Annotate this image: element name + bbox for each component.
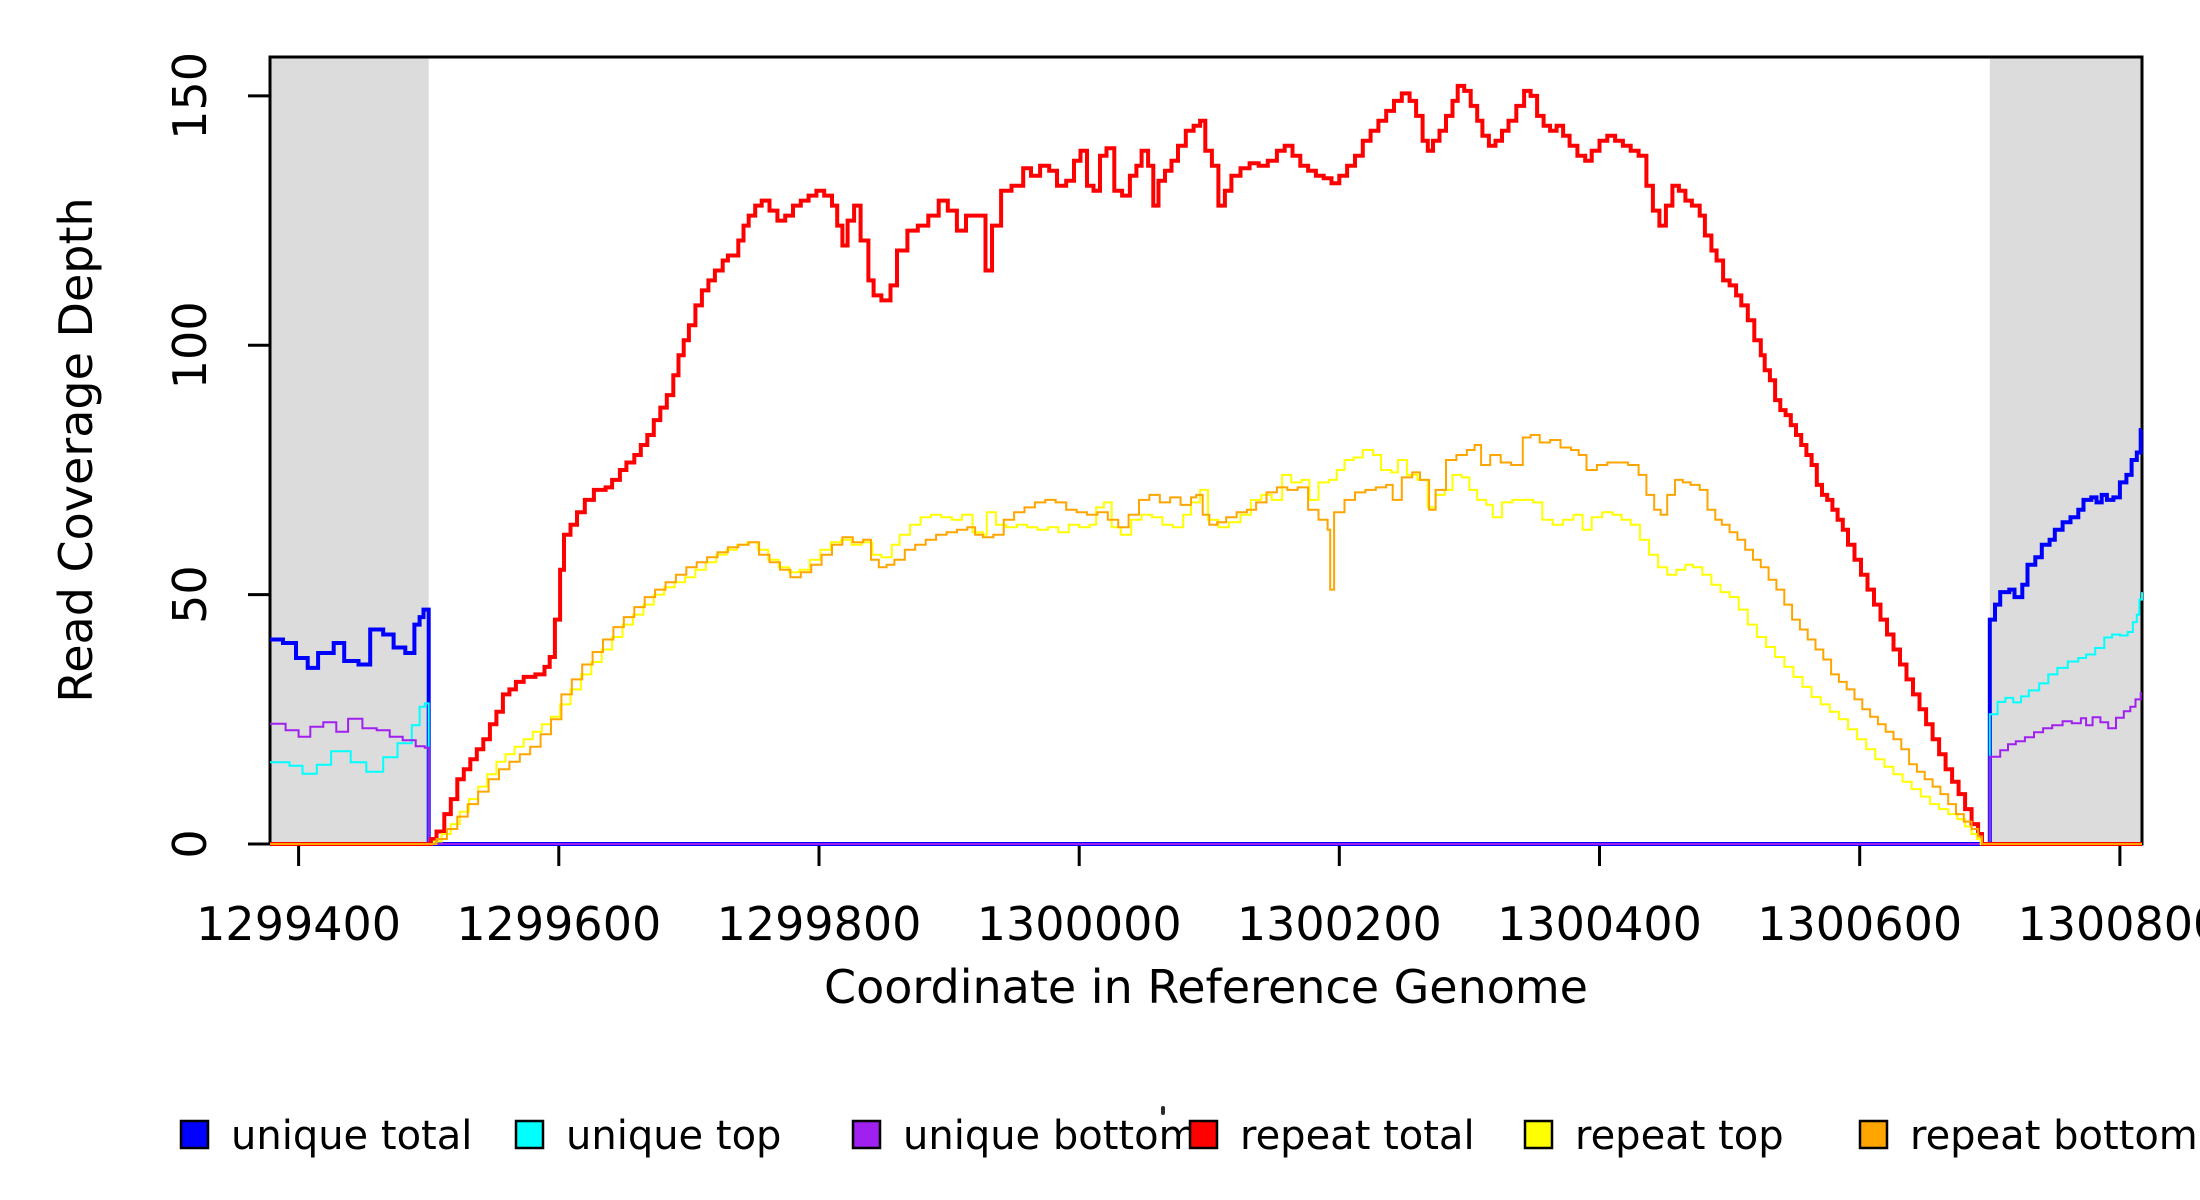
stray-mark xyxy=(1161,1106,1165,1115)
legend-item-unique-top: unique top xyxy=(514,1113,781,1159)
legend-swatch-unique-total xyxy=(179,1119,210,1150)
series-line-unique-bottom xyxy=(270,692,2142,845)
y-axis-ticks xyxy=(248,94,270,846)
legend-swatch-unique-top xyxy=(514,1119,545,1150)
y-tick-label: 100 xyxy=(163,301,217,389)
series-line-repeat-total xyxy=(270,83,2142,846)
legend-label: repeat total xyxy=(1240,1113,1475,1159)
legend-item-repeat-top: repeat top xyxy=(1523,1113,1784,1159)
y-tick-label: 50 xyxy=(163,565,217,624)
x-tick-label: 1299800 xyxy=(717,897,922,951)
legend-label: unique top xyxy=(566,1113,781,1159)
y-tick-label: 0 xyxy=(163,829,217,858)
x-tick-label: 1300000 xyxy=(977,897,1182,951)
series-lines xyxy=(270,83,2143,846)
legend: unique total unique top unique bottom repea… xyxy=(179,1113,2198,1159)
x-axis-ticks xyxy=(297,844,2122,866)
legend-item-unique-bottom: unique bottom xyxy=(851,1113,1198,1159)
x-tick-label: 1300400 xyxy=(1497,897,1702,951)
series-line-repeat-bottom xyxy=(270,434,2142,845)
shaded-regions xyxy=(270,57,2142,844)
series-line-unique-total xyxy=(270,428,2143,846)
x-axis-title: Coordinate in Reference Genome xyxy=(824,960,1588,1014)
legend-item-repeat-bottom: repeat bottom xyxy=(1858,1113,2198,1159)
y-tick-label: 150 xyxy=(163,52,217,140)
legend-swatch-unique-bottom xyxy=(851,1119,882,1150)
legend-label: unique bottom xyxy=(903,1113,1198,1159)
x-tick-label: 1300200 xyxy=(1237,897,1442,951)
shaded-region-left xyxy=(270,57,429,844)
y-axis-tick-labels: 0 50 100 150 xyxy=(163,52,217,859)
legend-item-repeat-total: repeat total xyxy=(1188,1113,1475,1159)
legend-swatch-repeat-total xyxy=(1188,1119,1219,1150)
legend-label: repeat bottom xyxy=(1910,1113,2198,1159)
series-line-unique-top xyxy=(270,592,2143,845)
y-axis-title: Read Coverage Depth xyxy=(49,197,103,702)
x-tick-label: 1299600 xyxy=(456,897,661,951)
series-line-repeat-top xyxy=(270,449,2142,845)
x-tick-label: 1300600 xyxy=(1757,897,1962,951)
legend-swatch-repeat-top xyxy=(1523,1119,1554,1150)
legend-item-unique-total: unique total xyxy=(179,1113,472,1159)
legend-label: repeat top xyxy=(1575,1113,1784,1159)
legend-swatch-repeat-bottom xyxy=(1858,1119,1889,1150)
x-axis-tick-labels: 1299400 1299600 1299800 1300000 1300200 13004… xyxy=(196,897,2200,951)
shaded-region-right xyxy=(1989,57,2142,844)
x-tick-label: 1299400 xyxy=(196,897,401,951)
legend-label: unique total xyxy=(231,1113,472,1159)
